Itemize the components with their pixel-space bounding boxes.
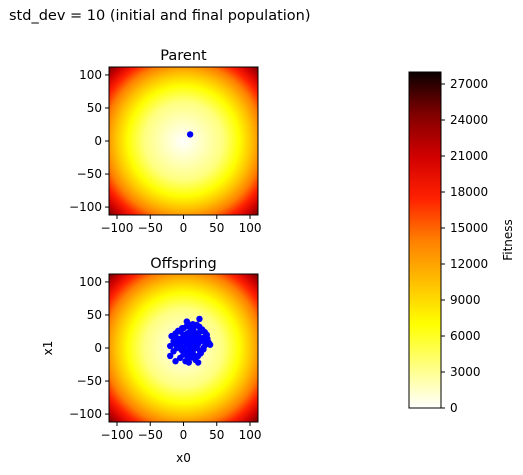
offspring-point	[196, 323, 203, 331]
colorbar-tick-label: 0	[450, 401, 458, 415]
offspring-title: Offspring	[150, 256, 217, 272]
offspring-point	[184, 352, 191, 360]
colorbar-tick-label: 18000	[450, 185, 488, 199]
offspring-point	[172, 358, 179, 365]
offspring-y-tick-label: −50	[77, 374, 102, 388]
parent-point	[186, 131, 194, 138]
colorbar-tick-label: 21000	[450, 149, 488, 163]
colorbar-tick-label: 12000	[450, 257, 488, 271]
offspring-y-tick-label: −100	[69, 407, 102, 421]
offspring-point	[166, 342, 174, 350]
offspring-x-tick-label: −100	[100, 428, 133, 442]
offspring-point	[189, 321, 197, 328]
offspring-point	[172, 340, 179, 348]
offspring-y-tick-label: 100	[79, 275, 102, 289]
parent-x-tick-label: 50	[209, 221, 224, 235]
offspring-point	[183, 318, 191, 325]
offspring-y-tick-label: 50	[87, 308, 102, 322]
offspring-point	[174, 327, 182, 335]
offspring-point	[178, 346, 185, 354]
offspring-x-tick-label: 100	[239, 428, 262, 442]
offspring-point	[204, 335, 211, 342]
parent-y-tick-label: −50	[77, 167, 102, 181]
colorbar-gradient	[408, 71, 442, 409]
parent-y-tick-label: 50	[87, 101, 102, 115]
offspring-x-tick-label: 50	[209, 428, 224, 442]
colorbar: 0 3000 6000 9000 12000 15000 18000 21000 24000 27…	[408, 71, 515, 415]
offspring-x-tick-label: 0	[180, 428, 188, 442]
colorbar-label: Fitness	[501, 219, 515, 261]
offspring-x-tick-label: −50	[138, 428, 163, 442]
parent-points	[186, 131, 194, 138]
offspring-point	[185, 359, 193, 366]
colorbar-tick-label: 24000	[450, 113, 488, 127]
parent-y-tick-label: 100	[79, 68, 102, 82]
offspring-point	[177, 335, 185, 342]
offspring-point	[170, 348, 177, 355]
offspring-point	[196, 315, 203, 323]
colorbar-tick-label: 6000	[450, 329, 481, 343]
y-axis-label: x1	[41, 341, 55, 356]
parent-title: Parent	[160, 48, 207, 64]
offspring-point	[206, 341, 214, 348]
parent-heatmap	[109, 67, 258, 215]
parent-x-tick-label: 0	[180, 221, 188, 235]
parent-x-tick-label: 100	[239, 221, 262, 235]
offspring-point	[186, 331, 194, 338]
offspring-point	[166, 352, 174, 360]
colorbar-tick-label: 3000	[450, 365, 481, 379]
parent-x-tick-label: −100	[100, 221, 133, 235]
offspring-point	[168, 332, 175, 340]
offspring-point	[197, 350, 204, 357]
offspring-point	[201, 328, 208, 336]
colorbar-tick-label: 9000	[450, 293, 481, 307]
offspring-point	[176, 354, 184, 362]
parent-y-tick-label: 0	[94, 134, 102, 148]
offspring-point	[194, 359, 202, 366]
x-axis-label: x0	[176, 451, 191, 465]
parent-subplot: Parent −100 −50 0 50 100 −100 −50 0 50 100	[69, 48, 261, 235]
offspring-point	[189, 347, 197, 354]
offspring-point	[193, 338, 201, 345]
parent-x-tick-label: −50	[138, 221, 163, 235]
offspring-points	[166, 315, 214, 366]
parent-y-tick-label: −100	[69, 200, 102, 214]
figure-title: std_dev = 10 (initial and final populati…	[9, 8, 311, 24]
colorbar-tick-label: 15000	[450, 221, 488, 235]
offspring-y-tick-label: 0	[94, 341, 102, 355]
colorbar-tick-label: 27000	[450, 77, 488, 91]
